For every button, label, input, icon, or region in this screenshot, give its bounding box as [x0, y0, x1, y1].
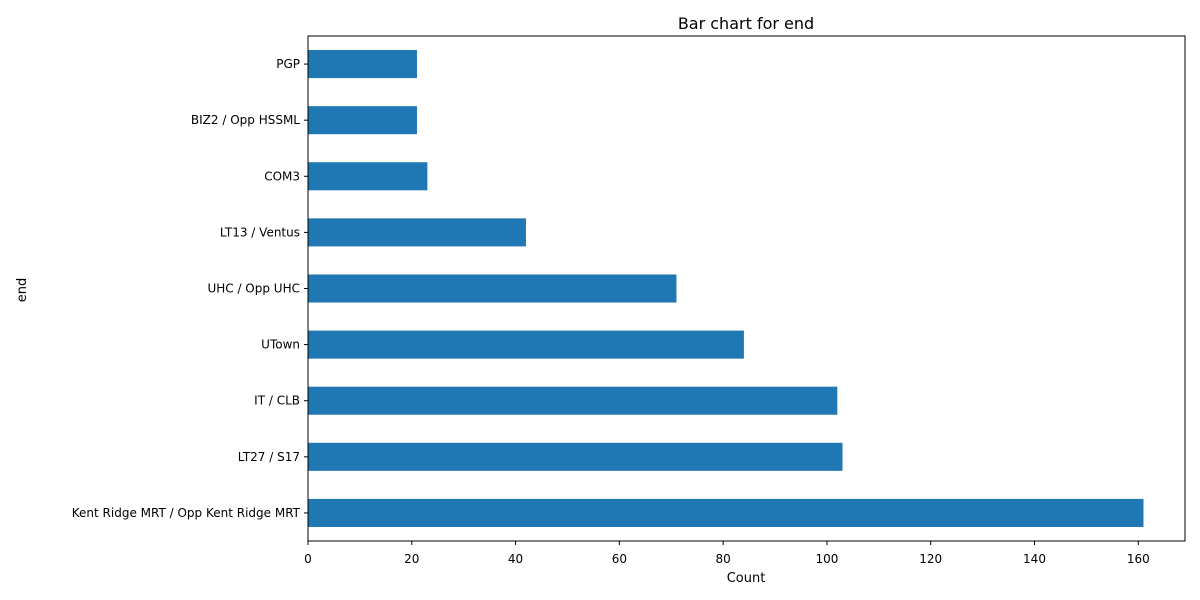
y-axis-label: end	[15, 278, 30, 303]
bar	[308, 274, 677, 303]
y-tick-label: COM3	[264, 169, 300, 183]
x-tick-label: 160	[1127, 552, 1150, 566]
y-tick-label: PGP	[276, 57, 300, 71]
y-tick-label: Kent Ridge MRT / Opp Kent Ridge MRT	[72, 506, 301, 520]
x-tick-label: 0	[304, 552, 312, 566]
y-tick-label: UTown	[261, 338, 300, 352]
bar	[308, 50, 417, 79]
x-tick-label: 20	[404, 552, 419, 566]
x-tick-label: 40	[508, 552, 523, 566]
bars-group	[308, 50, 1144, 527]
y-tick-label: UHC / Opp UHC	[207, 282, 300, 296]
y-tick-label: LT27 / S17	[238, 450, 300, 464]
plot-frame	[307, 35, 1186, 542]
bar	[308, 330, 744, 359]
bar	[308, 442, 843, 471]
x-axis-ticks: 0 20 40 60 80 100 120 140 160	[304, 541, 1150, 566]
bar	[308, 386, 838, 415]
y-tick-label: LT13 / Ventus	[220, 225, 300, 239]
x-tick-label: 140	[1023, 552, 1046, 566]
x-tick-label: 100	[815, 552, 838, 566]
x-axis-label: Count	[727, 571, 766, 586]
x-tick-label: 120	[919, 552, 942, 566]
bar	[308, 498, 1144, 527]
y-tick-label: IT / CLB	[254, 394, 300, 408]
x-tick-label: 80	[716, 552, 731, 566]
x-tick-label: 60	[612, 552, 627, 566]
bar	[308, 162, 428, 191]
chart-title: Bar chart for end	[678, 14, 814, 33]
y-tick-label: BIZ2 / Opp HSSML	[191, 113, 300, 127]
bar	[308, 106, 417, 135]
y-axis-ticks: Kent Ridge MRT / Opp Kent Ridge MRT LT27 …	[72, 57, 308, 520]
bar	[308, 218, 526, 247]
